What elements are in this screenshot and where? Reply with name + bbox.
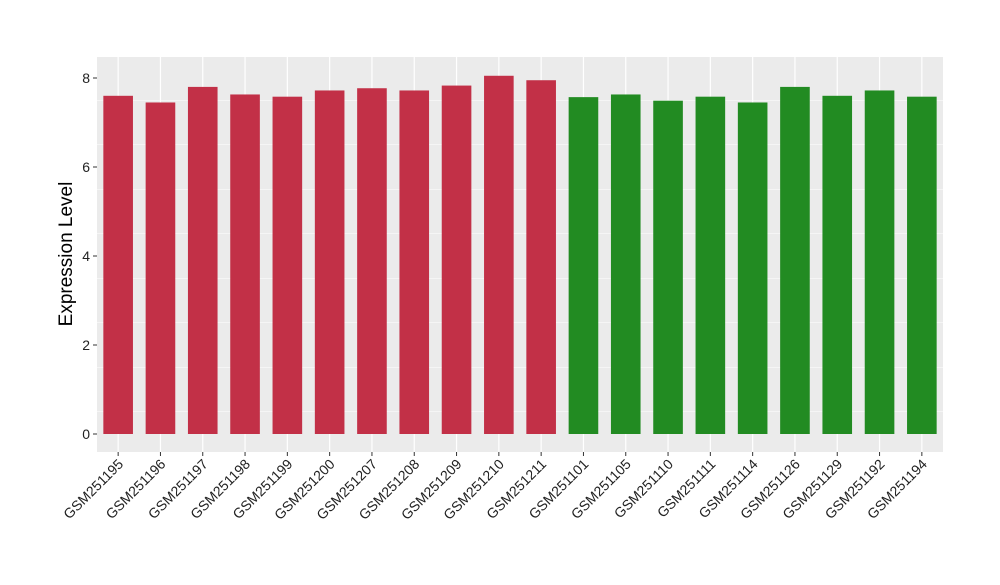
y-axis: 0 2 4 6 8: [82, 70, 97, 442]
bar-GSM251194: [907, 96, 937, 434]
y-tick-label: 0: [82, 426, 90, 442]
bar-GSM251126: [780, 86, 810, 435]
bar-GSM251111: [695, 96, 726, 434]
bar-GSM251110: [653, 100, 683, 434]
bar-GSM251200: [314, 90, 345, 435]
bar-GSM251211: [526, 80, 556, 434]
bar-GSM251198: [230, 94, 260, 434]
bar-GSM251196: [145, 102, 176, 434]
y-tick-label: 4: [82, 248, 90, 264]
bar-GSM251105: [610, 94, 641, 434]
bar-GSM251197: [187, 86, 218, 435]
bars-layer: [103, 75, 937, 435]
bar-GSM251207: [357, 88, 387, 435]
bar-GSM251195: [103, 95, 133, 435]
bar-GSM251101: [568, 97, 599, 434]
bar-GSM251208: [399, 90, 430, 435]
y-tick-label: 6: [82, 159, 90, 175]
bar-GSM251209: [441, 85, 472, 434]
bar-GSM251192: [864, 90, 895, 435]
y-tick-label: 8: [82, 70, 90, 86]
y-axis-label: Expression Level: [56, 182, 77, 327]
y-tick-label: 2: [82, 337, 90, 353]
plot-panel: [97, 57, 943, 452]
x-axis: GSM251195GSM251196GSM251197GSM251198GSM2…: [60, 452, 930, 523]
bar-GSM251114: [737, 102, 768, 434]
bar-GSM251210: [484, 75, 514, 435]
bar-GSM251129: [822, 95, 853, 435]
bar-GSM251199: [272, 96, 303, 434]
